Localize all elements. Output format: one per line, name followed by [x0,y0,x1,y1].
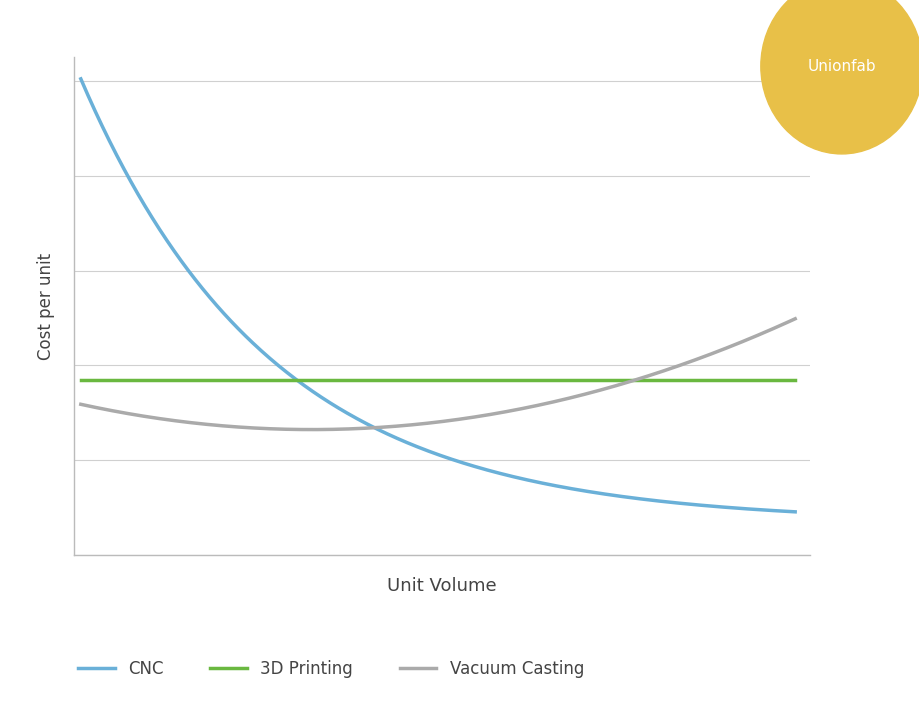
Legend: CNC, 3D Printing, Vacuum Casting: CNC, 3D Printing, Vacuum Casting [72,654,590,685]
Y-axis label: Cost per unit: Cost per unit [37,253,55,360]
Text: Unionfab: Unionfab [807,58,875,74]
Circle shape [760,0,919,154]
X-axis label: Unit Volume: Unit Volume [386,577,496,595]
